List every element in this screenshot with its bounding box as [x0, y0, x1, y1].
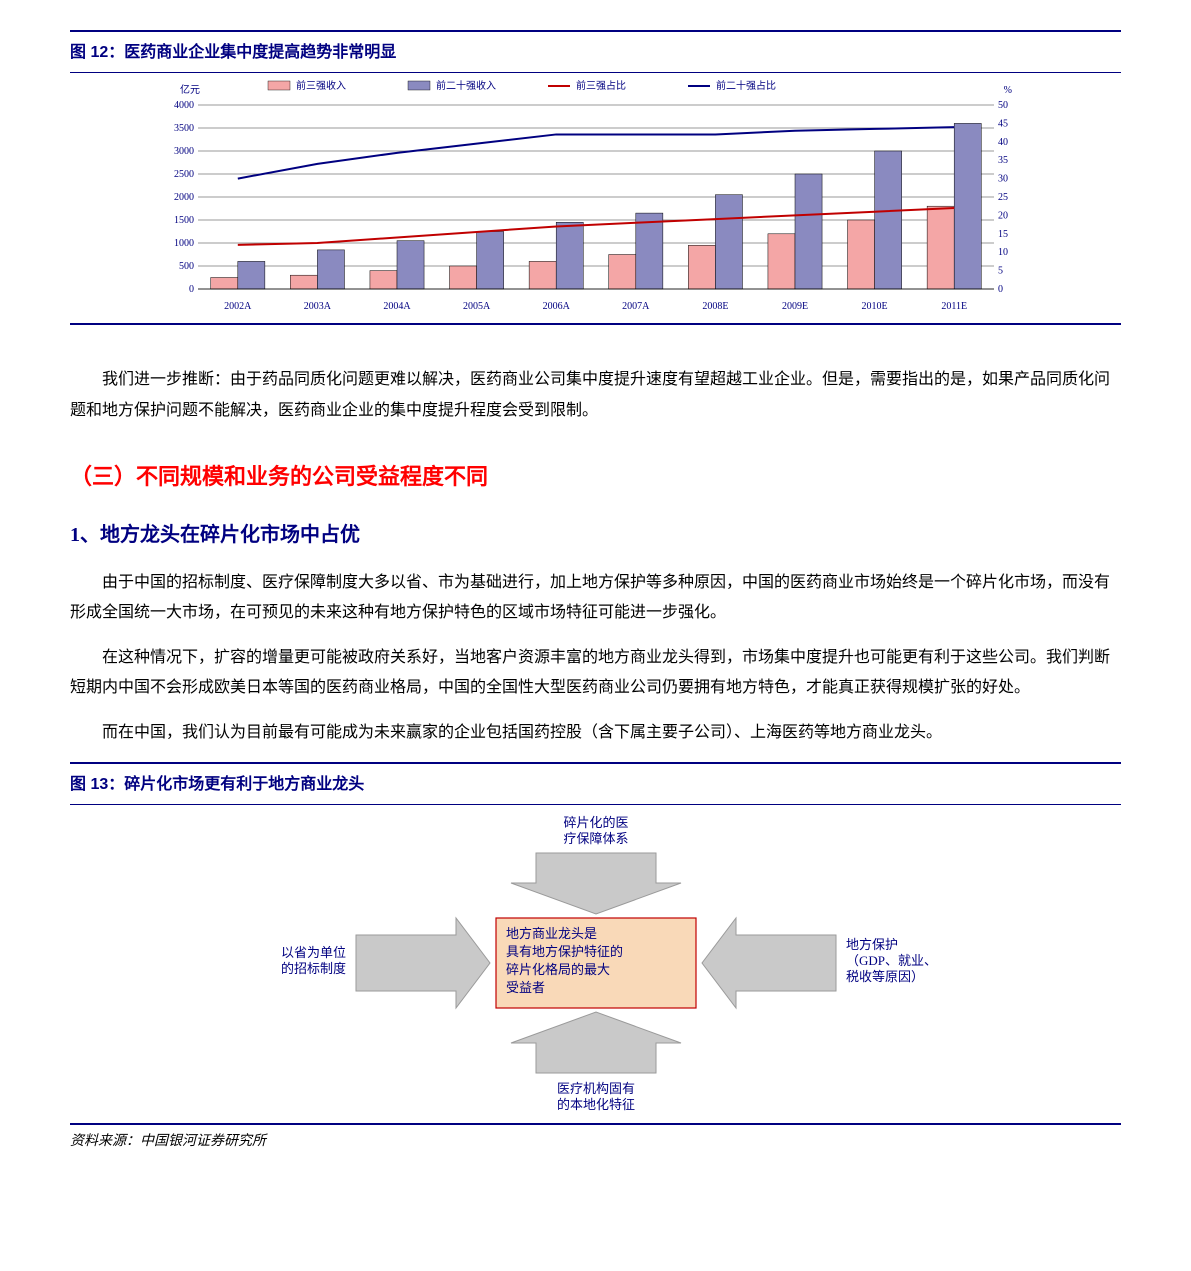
- svg-text:2002A: 2002A: [224, 301, 252, 312]
- svg-text:2008E: 2008E: [702, 301, 728, 312]
- svg-text:20: 20: [998, 211, 1008, 222]
- paragraph-2: 由于中国的招标制度、医疗保障制度大多以省、市为基础进行，加上地方保护等多种原因，…: [70, 568, 1121, 629]
- combo-chart-svg: 0 500 1000 1500 2000 2500 3000 3500 4000 0 5 10 15 20…: [156, 77, 1036, 317]
- svg-text:35: 35: [998, 156, 1008, 167]
- svg-text:2004A: 2004A: [383, 301, 411, 312]
- svg-text:25: 25: [998, 192, 1008, 203]
- svg-text:地方保护: 地方保护: [846, 937, 898, 952]
- figure12-title: 图 12：医药商业企业集中度提高趋势非常明显: [70, 30, 1121, 73]
- paragraph-4: 而在中国，我们认为目前最有可能成为未来赢家的企业包括国药控股（含下属主要子公司）…: [70, 718, 1121, 748]
- svg-text:2003A: 2003A: [303, 301, 331, 312]
- svg-text:碎片化的医: 碎片化的医: [563, 815, 628, 830]
- svg-text:15: 15: [998, 229, 1008, 240]
- svg-text:2000: 2000: [174, 192, 194, 203]
- svg-text:50: 50: [998, 100, 1008, 111]
- svg-text:2011E: 2011E: [941, 301, 967, 312]
- paragraph-1: 我们进一步推断：由于药品同质化问题更难以解决，医药商业公司集中度提升速度有望超越…: [70, 365, 1121, 426]
- svg-text:具有地方保护特征的: 具有地方保护特征的: [506, 944, 623, 959]
- svg-text:2007A: 2007A: [622, 301, 650, 312]
- svg-text:2500: 2500: [174, 169, 194, 180]
- svg-text:5: 5: [998, 266, 1003, 277]
- svg-text:0: 0: [189, 284, 194, 295]
- svg-text:疗保障体系: 疗保障体系: [563, 831, 628, 846]
- figure13-diagram: 地方商业龙头是具有地方保护特征的碎片化格局的最大受益者 碎片化的医疗保障体系医疗机…: [70, 805, 1121, 1125]
- svg-text:10: 10: [998, 248, 1008, 259]
- svg-text:2010E: 2010E: [861, 301, 887, 312]
- figure13-title: 图 13：碎片化市场更有利于地方商业龙头: [70, 762, 1121, 805]
- figure13-source: 资料来源：中国银河证券研究所: [70, 1125, 1121, 1156]
- svg-text:40: 40: [998, 137, 1008, 148]
- sub-heading: 1、地方龙头在碎片化市场中占优: [70, 516, 1121, 554]
- svg-text:1000: 1000: [174, 238, 194, 249]
- svg-text:医疗机构固有: 医疗机构固有: [556, 1081, 634, 1096]
- svg-text:亿元: 亿元: [180, 83, 200, 96]
- svg-text:4000: 4000: [174, 100, 194, 111]
- svg-text:3500: 3500: [174, 123, 194, 134]
- svg-text:0: 0: [998, 284, 1003, 295]
- svg-text:前二十强占比: 前二十强占比: [716, 79, 776, 92]
- svg-text:前三强收入: 前三强收入: [296, 79, 346, 92]
- svg-text:1500: 1500: [174, 215, 194, 226]
- paragraph-3: 在这种情况下，扩容的增量更可能被政府关系好，当地客户资源丰富的地方商业龙头得到，…: [70, 643, 1121, 704]
- svg-text:前三强占比: 前三强占比: [576, 79, 626, 92]
- svg-text:的本地化特征: 的本地化特征: [556, 1097, 634, 1112]
- svg-text:碎片化格局的最大: 碎片化格局的最大: [506, 962, 610, 977]
- arrow-diagram-svg: 地方商业龙头是具有地方保护特征的碎片化格局的最大受益者 碎片化的医疗保障体系医疗机…: [146, 813, 1046, 1113]
- svg-text:地方商业龙头是: 地方商业龙头是: [506, 926, 597, 941]
- svg-text:（GDP、就业、: （GDP、就业、: [846, 953, 937, 968]
- svg-text:30: 30: [998, 174, 1008, 185]
- svg-text:2009E: 2009E: [781, 301, 807, 312]
- svg-text:500: 500: [179, 261, 194, 272]
- svg-text:税收等原因）: 税收等原因）: [846, 969, 924, 984]
- svg-text:的招标制度: 的招标制度: [280, 961, 345, 976]
- svg-text:%: %: [1003, 85, 1011, 96]
- svg-text:以省为单位: 以省为单位: [280, 945, 345, 960]
- svg-text:2006A: 2006A: [542, 301, 570, 312]
- section-heading: （三）不同规模和业务的公司受益程度不同: [70, 456, 1121, 498]
- figure12-chart: 0 500 1000 1500 2000 2500 3000 3500 4000 0 5 10 15 20…: [70, 73, 1121, 325]
- svg-text:45: 45: [998, 119, 1008, 130]
- svg-text:受益者: 受益者: [506, 980, 545, 995]
- svg-text:前二十强收入: 前二十强收入: [436, 79, 496, 92]
- svg-text:3000: 3000: [174, 146, 194, 157]
- svg-text:2005A: 2005A: [462, 301, 490, 312]
